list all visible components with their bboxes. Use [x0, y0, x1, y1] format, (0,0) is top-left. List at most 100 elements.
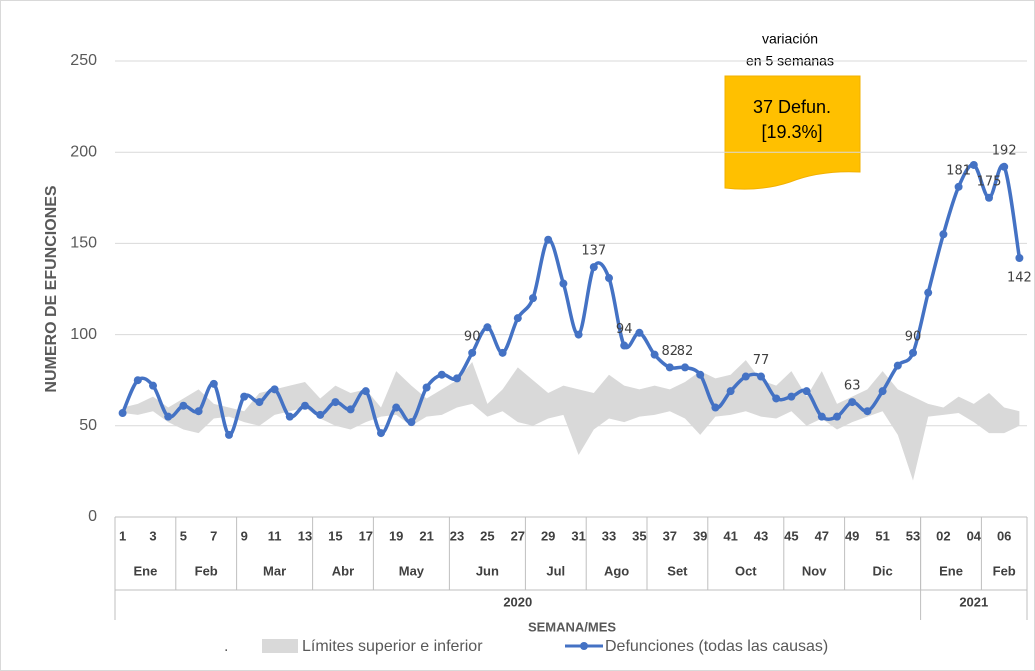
x-tick-label: 47: [815, 528, 829, 543]
x-tick-label: 13: [298, 528, 312, 543]
x-tick-label: 43: [754, 528, 768, 543]
data-point: [179, 401, 188, 410]
data-point: [407, 418, 416, 427]
x-tick-label: 06: [997, 528, 1011, 543]
data-point: [711, 403, 720, 412]
x-tick-label: 41: [723, 528, 737, 543]
x-tick-label: 53: [906, 528, 920, 543]
data-point: [772, 394, 781, 403]
x-tick-label: 33: [602, 528, 616, 543]
data-point: [225, 430, 233, 439]
data-point: [529, 294, 537, 303]
data-point: [255, 398, 264, 407]
month-label: Abr: [332, 563, 354, 578]
legend-label: Defunciones (todas las causas): [605, 638, 828, 655]
data-point: [346, 405, 355, 414]
x-tick-label: 04: [967, 528, 982, 543]
data-point: [848, 398, 857, 407]
data-point: [924, 288, 933, 297]
data-point: [118, 409, 127, 418]
data-label: 137: [581, 244, 606, 259]
data-label: 94: [616, 322, 633, 337]
data-label: 142: [1007, 270, 1032, 285]
x-tick-label: 9: [241, 528, 248, 543]
legend-label: Límites superior e inferior: [302, 638, 483, 655]
data-point: [559, 279, 568, 288]
x-tick-label: 39: [693, 528, 707, 543]
y-axis-title: NUMERO DE EFUNCIONES: [43, 185, 60, 392]
data-point: [863, 407, 872, 416]
x-tick-label: 17: [359, 528, 373, 543]
month-label: May: [399, 563, 425, 578]
data-label: 82: [662, 344, 679, 359]
data-point: [969, 160, 978, 169]
year-label: 2021: [959, 594, 988, 609]
data-point: [149, 381, 157, 390]
month-label: Ago: [604, 563, 629, 578]
y-tick-label: 200: [70, 143, 97, 160]
x-tick-label: 7: [210, 528, 217, 543]
data-point: [726, 387, 735, 396]
y-tick-label: 150: [70, 235, 97, 252]
data-label: 192: [992, 143, 1017, 158]
data-point: [240, 392, 249, 401]
data-point: [574, 330, 583, 339]
data-label: 77: [753, 353, 770, 368]
legend-swatch: [262, 639, 298, 653]
data-point: [544, 235, 553, 244]
y-tick-label: 0: [88, 508, 97, 525]
data-label: 181: [946, 163, 971, 178]
data-point: [285, 412, 294, 421]
data-label: 90: [905, 329, 922, 344]
data-point: [757, 372, 765, 381]
x-tick-label: 25: [480, 528, 494, 543]
data-point: [954, 182, 963, 191]
data-point: [817, 412, 826, 421]
data-point: [392, 403, 401, 412]
x-tick-label: 27: [511, 528, 525, 543]
x-tick-label: 49: [845, 528, 859, 543]
data-point: [635, 328, 644, 337]
x-tick-label: 21: [419, 528, 433, 543]
data-point: [696, 370, 705, 379]
data-point: [498, 348, 507, 357]
data-point: [513, 314, 522, 323]
annotation-title: variación: [762, 31, 818, 47]
x-tick-label: 02: [936, 528, 950, 543]
note-text: [19.3%]: [761, 122, 822, 142]
y-tick-label: 100: [70, 326, 97, 343]
band-area: [122, 360, 1020, 481]
data-point: [650, 350, 659, 359]
data-point: [909, 348, 917, 357]
data-point: [605, 274, 613, 283]
x-tick-label: 31: [571, 528, 585, 543]
data-point: [468, 348, 477, 357]
x-tick-label: 29: [541, 528, 555, 543]
data-point: [939, 230, 948, 239]
data-point: [483, 323, 492, 332]
month-label: Feb: [993, 563, 1016, 578]
note-box: [724, 75, 861, 190]
data-point: [1000, 162, 1009, 171]
data-point: [453, 374, 461, 383]
data-point: [681, 363, 689, 372]
month-label: Dic: [872, 563, 892, 578]
data-point: [589, 263, 598, 272]
x-tick-label: 1: [119, 528, 126, 543]
month-label: Jul: [546, 563, 565, 578]
month-label: Mar: [263, 563, 286, 578]
data-point: [985, 193, 993, 202]
x-tick-label: 11: [268, 528, 282, 543]
legend-swatch: [580, 642, 588, 650]
data-label: 175: [977, 174, 1002, 189]
x-tick-label: 45: [784, 528, 798, 543]
note-text: 37 Defun.: [753, 97, 831, 117]
data-point: [833, 412, 841, 421]
x-tick-label: 3: [149, 528, 156, 543]
month-label: Oct: [735, 563, 757, 578]
data-point: [301, 401, 309, 410]
data-point: [316, 410, 325, 419]
data-point: [164, 412, 173, 421]
data-label: 82: [677, 344, 694, 359]
